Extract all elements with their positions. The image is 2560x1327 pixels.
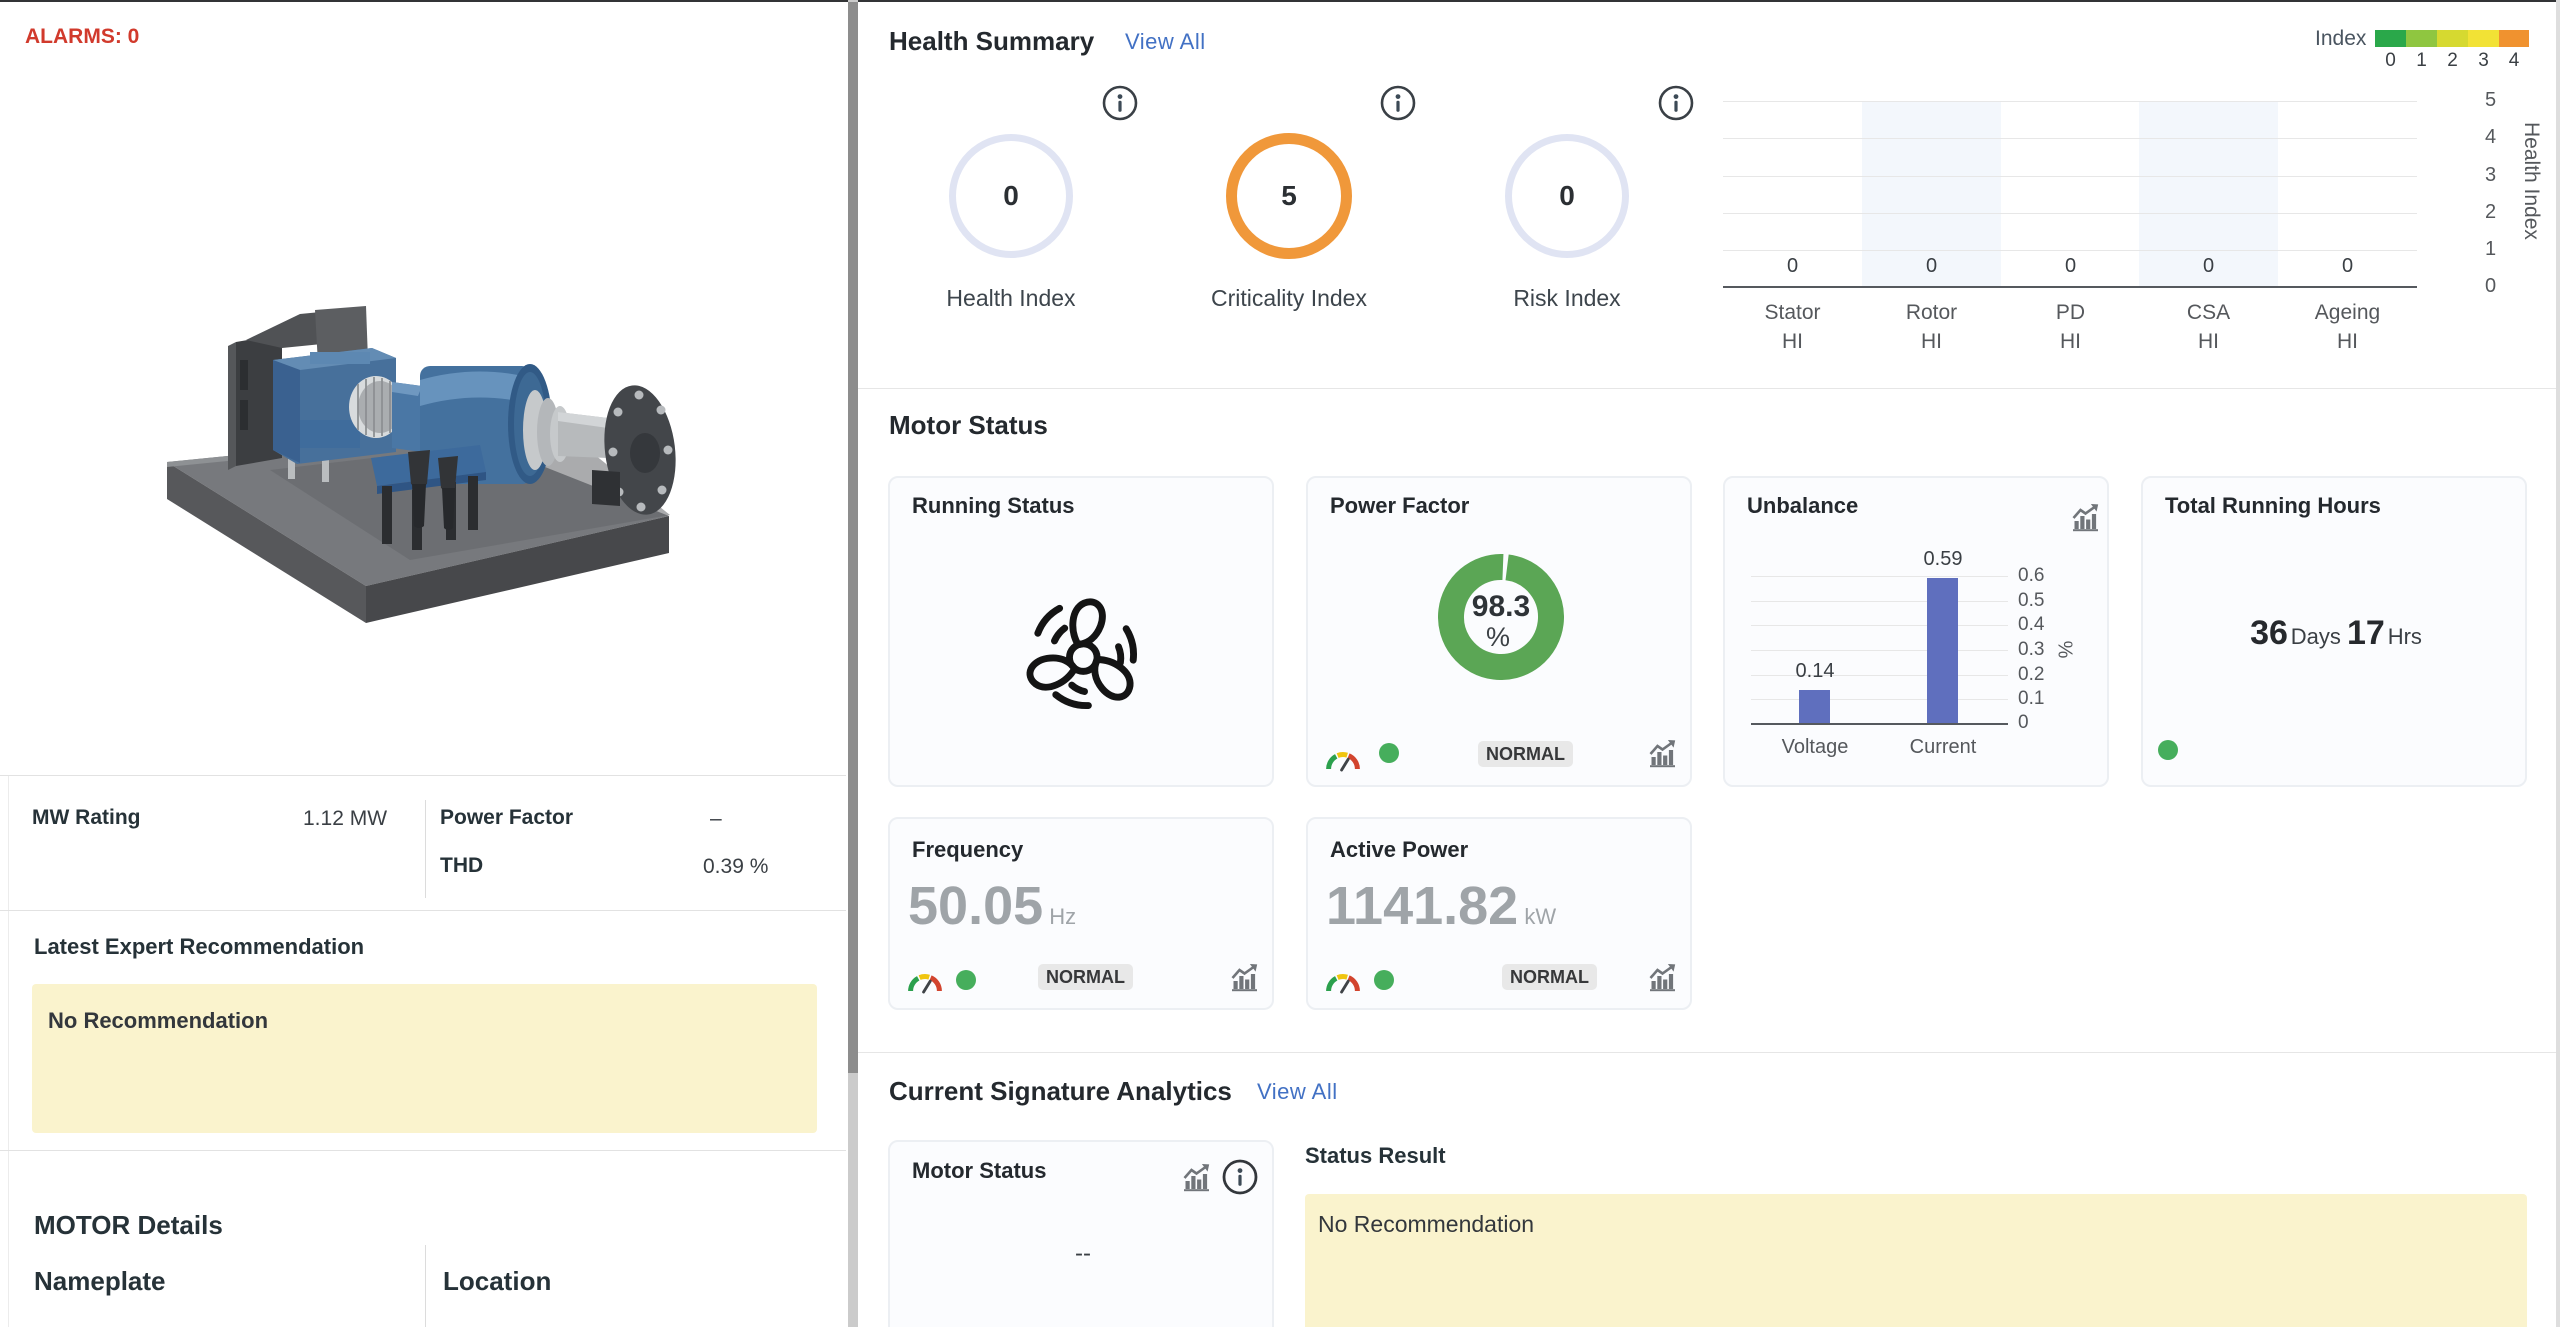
svg-text:%: % — [1486, 622, 1510, 652]
svg-text:98.3: 98.3 — [1472, 590, 1530, 623]
